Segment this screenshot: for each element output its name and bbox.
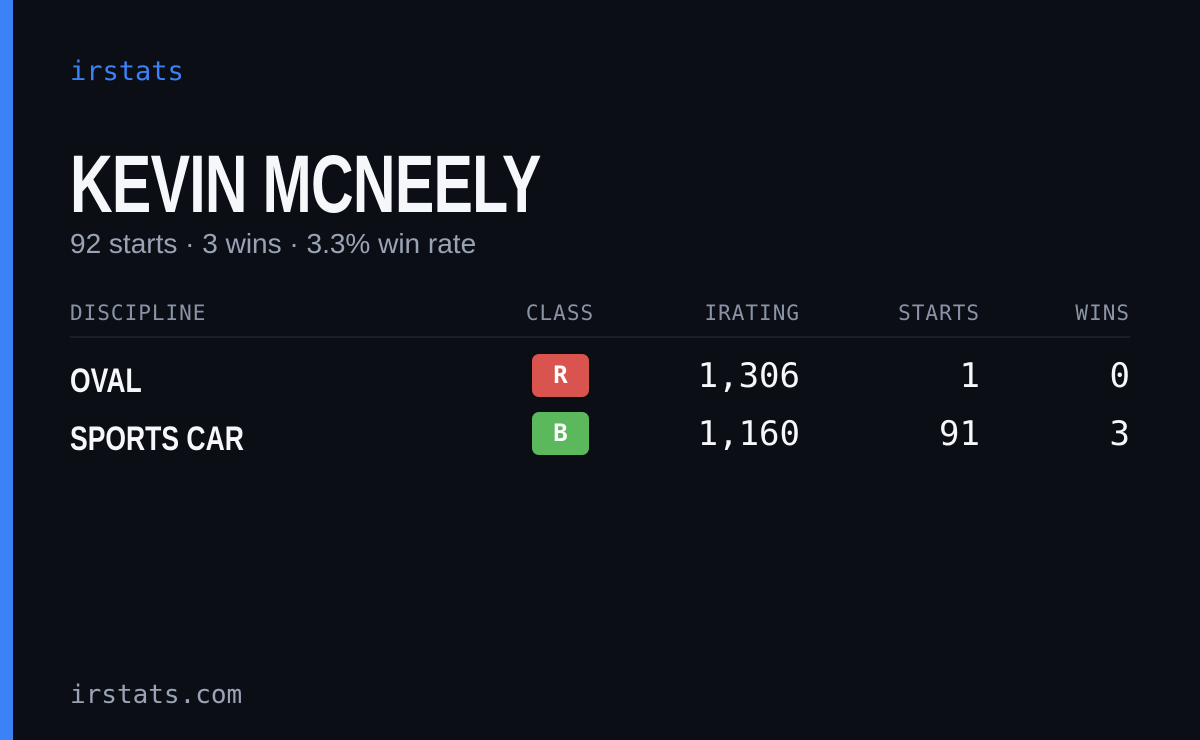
class-badge: R <box>532 354 589 397</box>
starts-value: 1 <box>959 356 980 396</box>
irating-value: 1,306 <box>697 356 800 396</box>
brand: irstats <box>70 56 184 87</box>
column-header: DISCIPLINE <box>70 301 207 325</box>
summary: 92 starts · 3 wins · 3.3% win rate <box>70 228 477 259</box>
divider <box>70 336 1130 338</box>
column-header: CLASS <box>525 301 595 325</box>
column-header: STARTS <box>898 301 980 325</box>
wins-value: 0 <box>1109 356 1130 396</box>
wins-value: 3 <box>1109 414 1130 454</box>
footer-url: irstats.com <box>70 680 243 710</box>
accent-bar <box>0 0 13 740</box>
column-header: IRATING <box>704 301 800 325</box>
class-badge: B <box>532 412 589 455</box>
discipline: OVAL <box>70 362 142 400</box>
column-header: WINS <box>1075 301 1130 325</box>
irating-value: 1,160 <box>697 414 800 454</box>
driver-name: KEVIN MCNEELY <box>70 139 541 230</box>
starts-value: 91 <box>939 414 980 454</box>
discipline: SPORTS CAR <box>70 420 244 458</box>
